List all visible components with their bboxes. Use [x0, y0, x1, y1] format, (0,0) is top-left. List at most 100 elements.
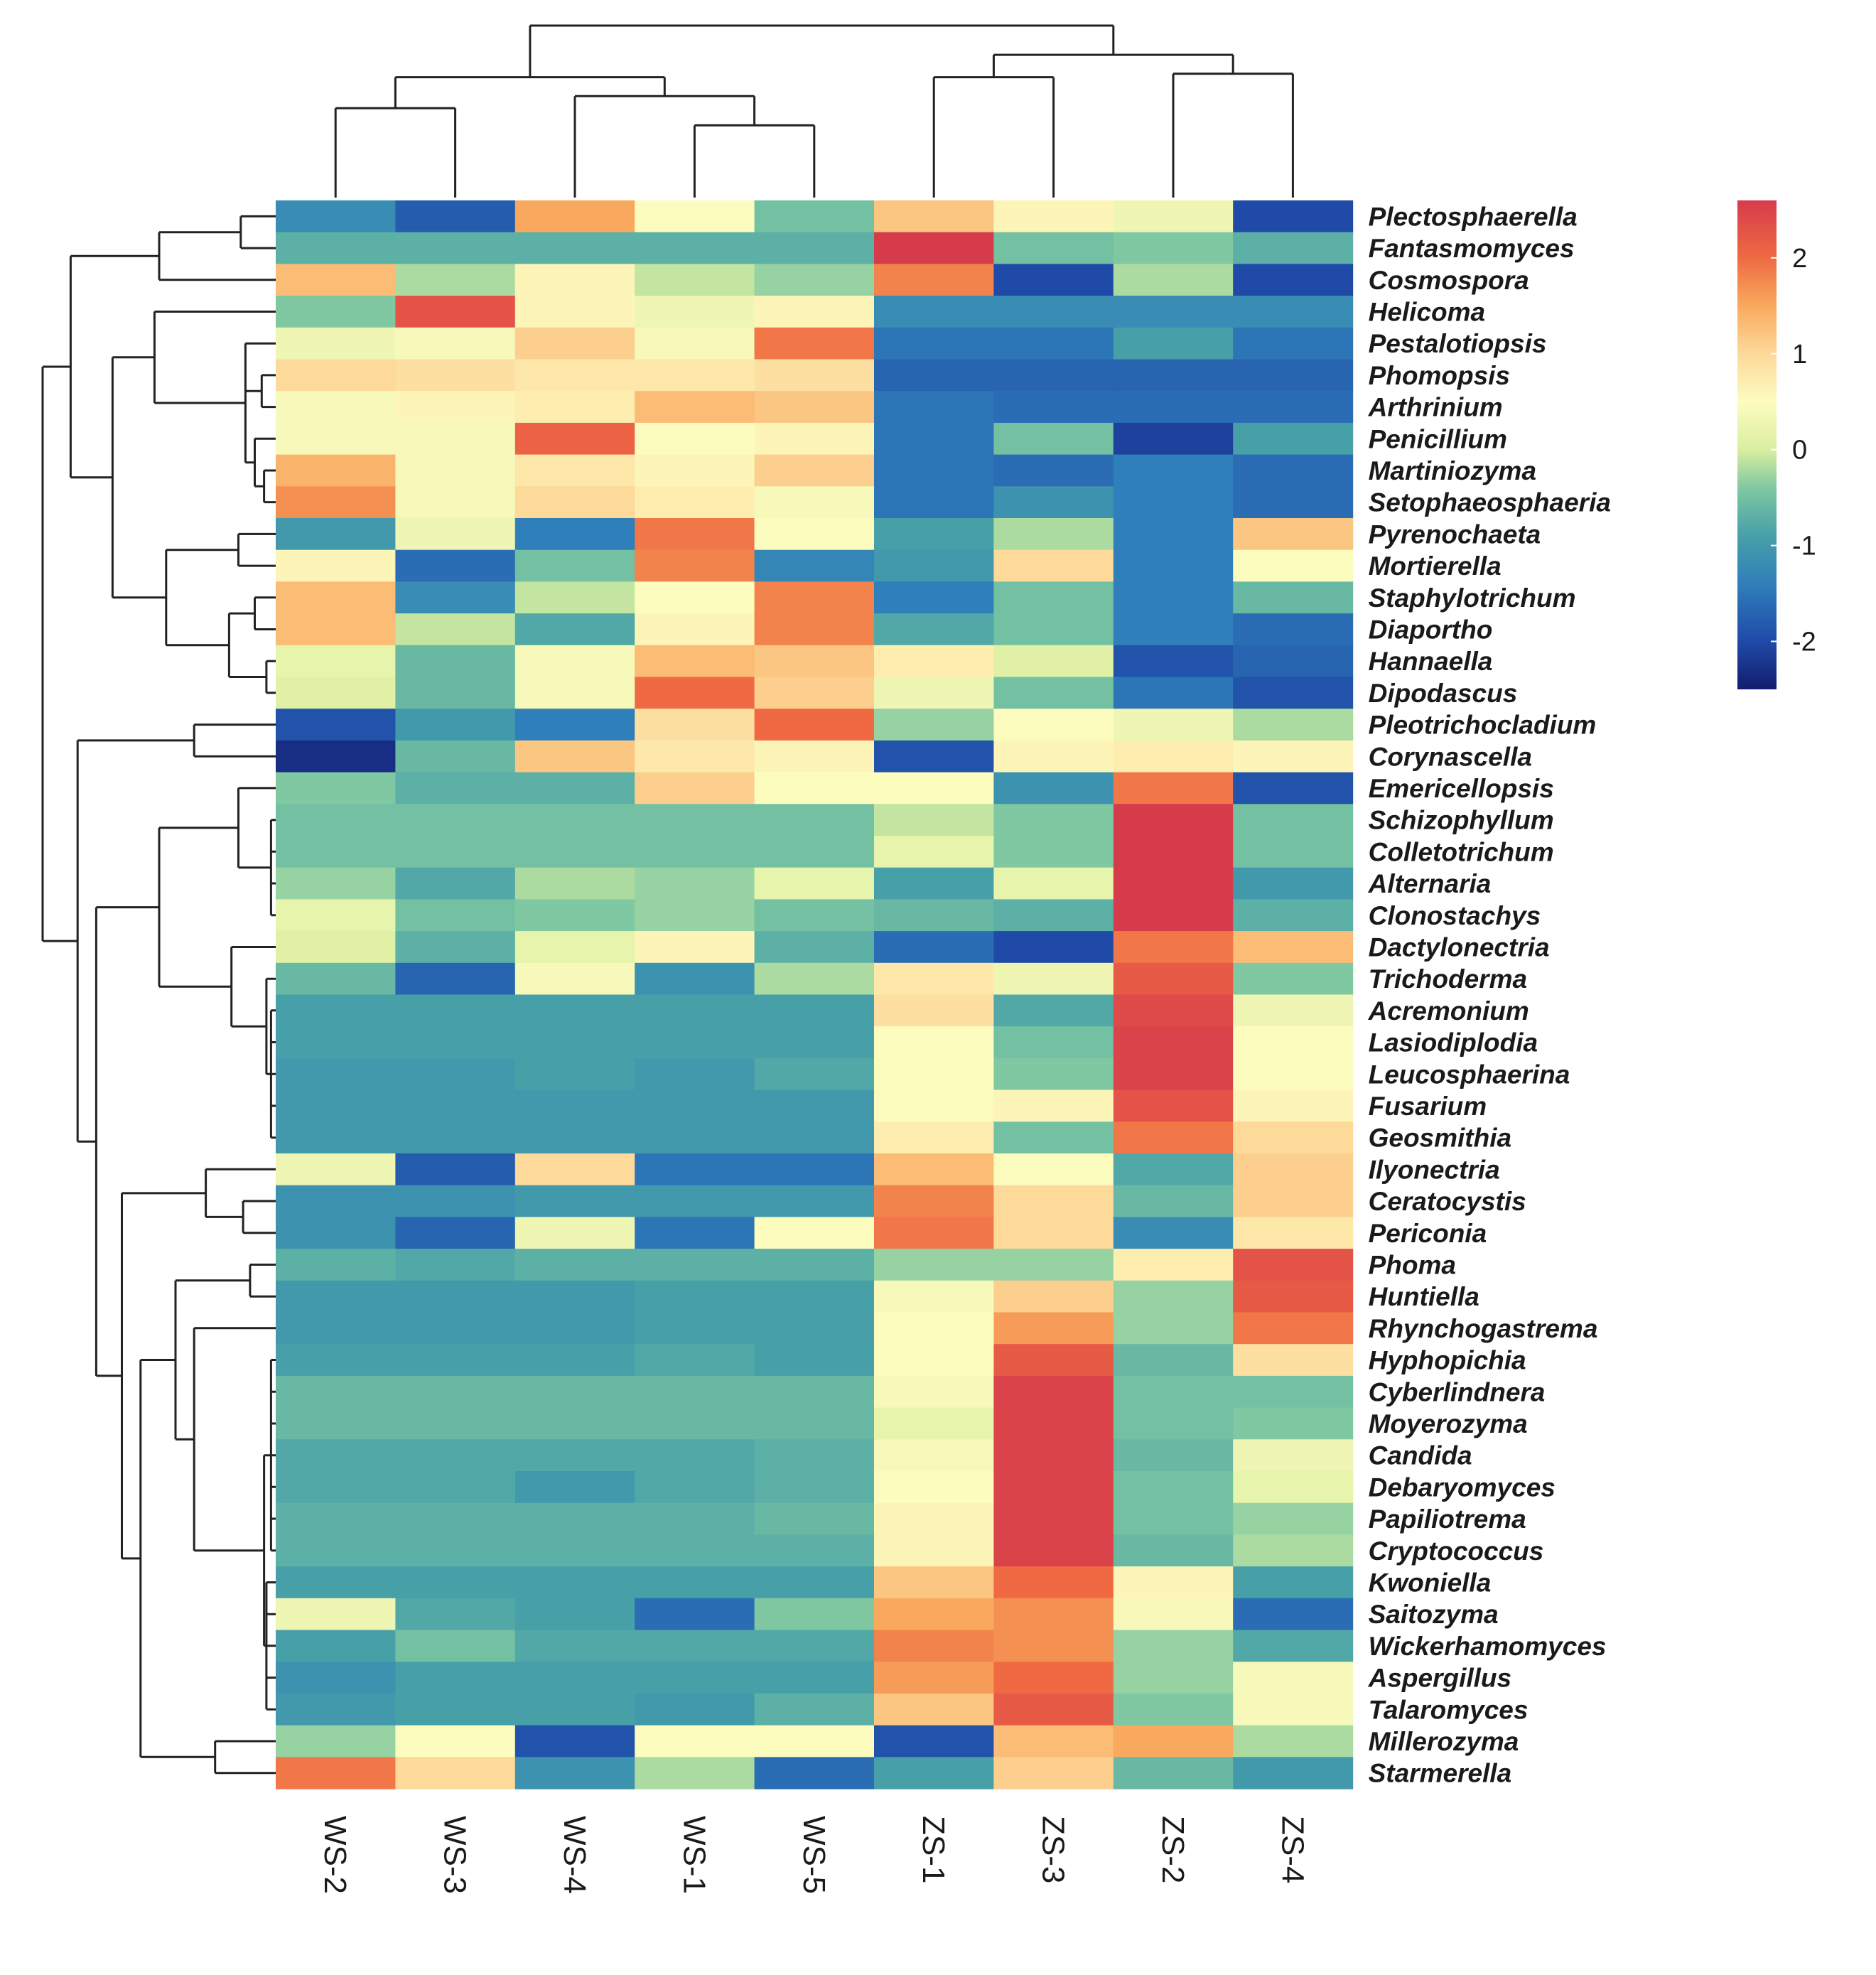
heatmap-cell: [874, 486, 994, 519]
heatmap-cell: [993, 549, 1114, 582]
heatmap-cell: [754, 1089, 875, 1122]
heatmap-cell: [1113, 772, 1234, 804]
heatmap-cell: [754, 454, 875, 487]
heatmap-cell: [1233, 1121, 1354, 1154]
heatmap-cell: [754, 899, 875, 932]
heatmap-cell: [874, 1185, 994, 1217]
heatmap-cell: [754, 1026, 875, 1059]
heatmap-cell: [1233, 772, 1354, 804]
heatmap-cell: [635, 962, 755, 996]
heatmap-cell: [514, 1026, 635, 1059]
heatmap-cell: [754, 1725, 875, 1758]
heatmap-cell: [395, 486, 516, 519]
heatmap-cell: [874, 836, 994, 868]
heatmap-cell: [514, 1344, 635, 1377]
heatmap-cell: [1113, 867, 1234, 900]
heatmap-cell: [1233, 391, 1354, 424]
heatmap-cell: [874, 709, 994, 741]
heatmap-cell: [1113, 518, 1234, 551]
heatmap-cell: [635, 1249, 755, 1281]
heatmap-cell: [395, 804, 516, 836]
heatmap-cell: [754, 1566, 875, 1599]
heatmap-cell: [514, 232, 635, 264]
heatmap-cell: [276, 518, 396, 551]
heatmap-cell: [1233, 867, 1354, 900]
heatmap-cell: [874, 1566, 994, 1599]
heatmap-cell: [754, 200, 875, 233]
heatmap-cell: [1113, 962, 1234, 996]
heatmap-cell: [754, 549, 875, 582]
heatmap-cell: [874, 359, 994, 392]
heatmap-cell: [1113, 264, 1234, 296]
column-label: ZS-3: [1036, 1816, 1071, 1883]
heatmap-cell: [514, 391, 635, 424]
heatmap-cell: [754, 422, 875, 456]
heatmap-cell: [395, 899, 516, 932]
heatmap-cell: [1233, 232, 1354, 264]
dendrogram-branch: [41, 365, 78, 942]
heatmap-cell: [1113, 836, 1234, 868]
heatmap-cell: [1233, 486, 1354, 519]
dendrogram-branch: [269, 819, 276, 917]
heatmap-cell: [754, 1757, 875, 1790]
heatmap-cell: [874, 200, 994, 233]
heatmap-cell: [635, 232, 755, 264]
heatmap-cell: [993, 1026, 1114, 1059]
legend-color-bar: [1737, 200, 1777, 689]
heatmap-cell: [993, 931, 1114, 964]
heatmap-cell: [874, 804, 994, 836]
heatmap-cell: [514, 740, 635, 773]
heatmap-cell: [514, 1089, 635, 1122]
heatmap-cell: [514, 486, 635, 519]
heatmap-cell: [514, 1439, 635, 1472]
heatmap-cell: [395, 581, 516, 614]
heatmap-cell: [874, 232, 994, 264]
heatmap-cell: [993, 1249, 1114, 1281]
heatmap-cell: [395, 200, 516, 233]
heatmap-cell: [1113, 581, 1234, 614]
heatmap-cell: [754, 232, 875, 264]
heatmap-cell: [754, 1439, 875, 1472]
heatmap-cell: [1113, 899, 1234, 932]
heatmap-cell: [1233, 1280, 1354, 1313]
heatmap-cell: [635, 296, 755, 328]
heatmap-cell: [1113, 200, 1234, 233]
heatmap-cell: [993, 1058, 1114, 1091]
heatmap-cell: [993, 1471, 1114, 1504]
heatmap-cell: [395, 1662, 516, 1694]
heatmap-cell: [1113, 1280, 1234, 1313]
heatmap-cell: [514, 581, 635, 614]
heatmap-cell: [276, 454, 396, 487]
row-label: Acremonium: [1368, 996, 1529, 1026]
heatmap-cell: [993, 327, 1114, 360]
heatmap-cell: [1233, 994, 1354, 1027]
heatmap-cell: [514, 1725, 635, 1758]
heatmap-cell: [1113, 1026, 1234, 1059]
row-label: Ceratocystis: [1369, 1187, 1526, 1216]
column-dendrogram: [334, 24, 1294, 198]
row-label: Papiliotrema: [1369, 1505, 1526, 1534]
heatmap-cell: [874, 454, 994, 487]
heatmap-cell: [874, 1280, 994, 1313]
heatmap-cell: [993, 867, 1114, 900]
heatmap-cell: [514, 1598, 635, 1631]
row-label: Phomopsis: [1369, 361, 1510, 390]
heatmap-cell: [1113, 1185, 1234, 1217]
heatmap-cell: [635, 1757, 755, 1790]
heatmap-cell: [395, 454, 516, 487]
heatmap-cell: [514, 645, 635, 678]
heatmap-cell: [635, 740, 755, 773]
heatmap-cell: [874, 518, 994, 551]
heatmap-cell: [635, 1471, 755, 1504]
heatmap-cell: [874, 549, 994, 582]
heatmap-cell: [1233, 518, 1354, 551]
heatmap-cell: [993, 486, 1114, 519]
heatmap-cell: [395, 422, 516, 456]
heatmap-cell: [276, 1344, 396, 1377]
heatmap-cell: [1233, 581, 1354, 614]
heatmap-cell: [635, 1598, 755, 1631]
heatmap-cell: [1113, 1344, 1234, 1377]
heatmap-cell: [1113, 677, 1234, 709]
heatmap-cell: [1233, 836, 1354, 868]
heatmap-cell: [395, 1471, 516, 1504]
